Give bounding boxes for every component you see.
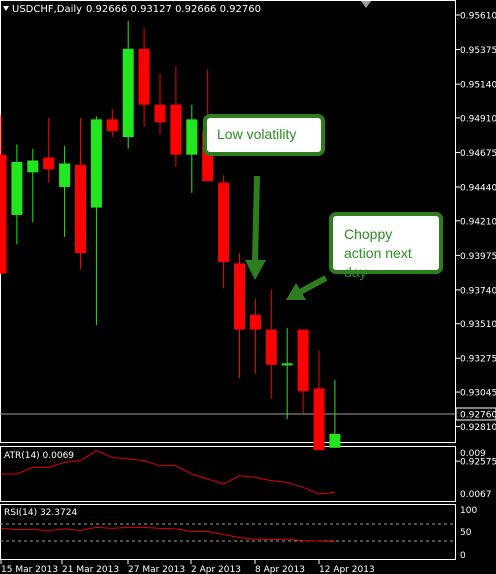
price-tick-label: 0.94675 [460, 149, 496, 159]
choppy-action-callout: Choppy action next day [329, 212, 443, 280]
ohlc-values: 0.92666 0.93127 0.92666 0.92760 [86, 4, 261, 15]
atr-tick-low: 0.0067 [460, 490, 492, 500]
price-tick-label: 0.94910 [460, 114, 496, 124]
candle [106, 109, 118, 138]
rsi-label: RSI(14) 32.3724 [4, 508, 77, 518]
diagonal-arrow-icon [286, 275, 328, 300]
choppy-action-text: Choppy action next day [344, 226, 412, 280]
date-label: 2 Apr 2013 [191, 565, 241, 574]
date-label: 21 Mar 2013 [62, 565, 119, 574]
candle [0, 114, 7, 274]
date-label: 27 Mar 2013 [128, 565, 185, 574]
candle [218, 175, 230, 289]
date-label: 8 Apr 2013 [255, 565, 305, 574]
date-label: 12 Apr 2013 [319, 565, 375, 574]
atr-tick-high: 0.009 [460, 449, 486, 459]
rsi-panel [0, 504, 456, 560]
candle [234, 253, 245, 379]
price-tick-label: 0.93975 [460, 252, 496, 262]
price-tick-label: 0.94440 [460, 183, 496, 193]
candle [329, 380, 341, 448]
candle [249, 298, 261, 374]
symbol-label: USDCHF,Daily [12, 4, 82, 15]
candle [90, 116, 102, 326]
candle [154, 73, 166, 135]
price-tick-label: 0.95610 [460, 12, 496, 22]
price-tick-label: 0.94210 [460, 217, 496, 227]
symbol-dropdown-icon[interactable] [3, 6, 9, 11]
candle [11, 144, 23, 245]
price-tick-label: 0.92810 [460, 423, 496, 433]
price-tick-label: 0.93740 [460, 286, 496, 296]
current-price-value: 0.92760 [460, 411, 496, 421]
low-volatility-callout: Low volatility [203, 114, 325, 156]
candle [122, 20, 134, 149]
candle [313, 350, 325, 451]
price-tick-label: 0.92575 [460, 458, 496, 468]
atr-panel [0, 446, 456, 502]
atr-line [1, 450, 335, 495]
candle [75, 117, 86, 270]
price-tick-label: 0.95140 [460, 81, 496, 91]
shift-marker-icon[interactable] [361, 1, 371, 8]
price-tick-label: 0.93275 [460, 355, 496, 365]
rsi-line [0, 526, 335, 543]
candle [170, 66, 182, 167]
candle [59, 145, 71, 237]
candle [27, 148, 39, 223]
price-tick-label: 0.95375 [460, 46, 496, 56]
down-arrow-icon [245, 175, 266, 280]
price-tick-label: 0.93510 [460, 320, 496, 330]
candle [43, 117, 55, 183]
rsi-tick-50: 50 [460, 528, 472, 538]
rsi-tick-100: 100 [460, 506, 477, 516]
current-price-tag [455, 407, 496, 421]
candle [138, 28, 150, 127]
candle [281, 328, 293, 420]
low-volatility-text: Low volatility [217, 126, 297, 142]
date-label: 15 Mar 2013 [1, 565, 58, 574]
candle [297, 329, 309, 414]
price-tick-label: 0.93045 [460, 389, 496, 399]
rsi-tick-0: 0 [460, 551, 466, 561]
candle [186, 104, 198, 193]
atr-label: ATR(14) 0.0069 [4, 451, 74, 461]
candle [265, 289, 277, 399]
